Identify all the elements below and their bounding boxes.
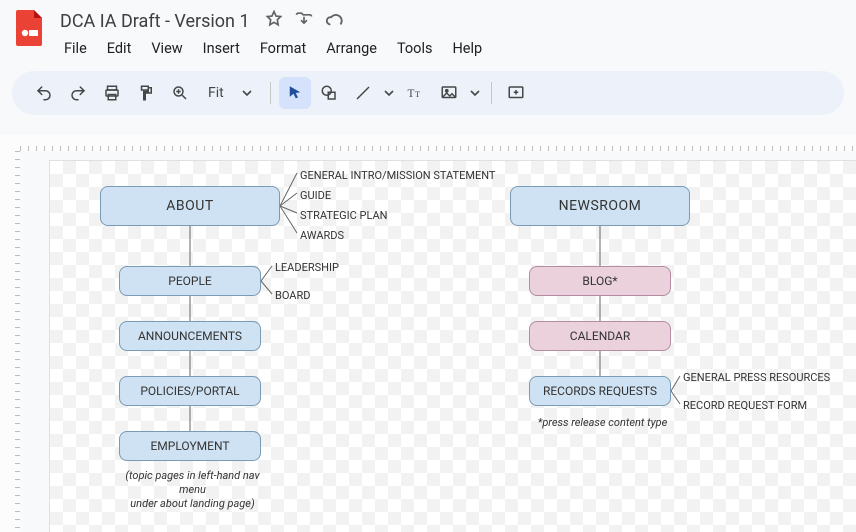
shape-tool-button[interactable]: [313, 77, 345, 109]
horizontal-ruler[interactable]: [20, 135, 856, 151]
diagram-node-records[interactable]: RECORDS REQUESTS: [529, 376, 671, 406]
diagram-node-about[interactable]: ABOUT: [100, 186, 280, 226]
diagram-callout[interactable]: LEADERSHIP: [275, 261, 339, 274]
menu-format[interactable]: Format: [252, 36, 314, 61]
redo-button[interactable]: [62, 77, 94, 109]
diagram-callout[interactable]: BOARD: [275, 289, 310, 302]
menu-insert[interactable]: Insert: [195, 36, 248, 61]
diagram-node-blog[interactable]: BLOG*: [529, 266, 671, 296]
line-tool-button[interactable]: [347, 77, 379, 109]
diagram-node-news[interactable]: NEWSROOM: [510, 186, 690, 226]
image-tool-button[interactable]: [433, 77, 465, 109]
move-icon[interactable]: [294, 9, 314, 33]
paint-format-button[interactable]: [130, 77, 162, 109]
ruler-corner: [0, 135, 20, 151]
toolbar: Fit TT: [12, 71, 844, 115]
canvas-area: ABOUT PEOPLE ANNOUNCEMENTS POLICIES/PORTAL E…: [0, 135, 856, 532]
diagram-callout[interactable]: GENERAL PRESS RESOURCES: [683, 371, 830, 384]
svg-text:T: T: [415, 90, 420, 99]
menu-arrange[interactable]: Arrange: [318, 36, 385, 61]
menu-view[interactable]: View: [143, 36, 190, 61]
menu-help[interactable]: Help: [444, 36, 490, 61]
diagram-node-policies[interactable]: POLICIES/PORTAL: [119, 376, 261, 406]
diagram-node-announce[interactable]: ANNOUNCEMENTS: [119, 321, 261, 351]
diagram-callout[interactable]: AWARDS: [300, 229, 344, 242]
diagram-callout[interactable]: GUIDE: [300, 189, 331, 202]
diagram-note[interactable]: (topic pages in left-hand nav menuunder …: [120, 469, 265, 510]
diagram-callout[interactable]: STRATEGIC PLAN: [300, 209, 388, 222]
diagram-note[interactable]: *press release content type: [530, 416, 675, 430]
svg-text:T: T: [407, 88, 414, 100]
zoom-label: Fit: [208, 85, 224, 101]
document-title[interactable]: DCA IA Draft - Version 1: [56, 9, 254, 34]
toolbar-separator: [491, 82, 492, 104]
zoom-select[interactable]: Fit: [198, 77, 262, 109]
comment-button[interactable]: [500, 77, 532, 109]
cloud-status-icon[interactable]: [324, 8, 346, 34]
diagram-layer: ABOUT PEOPLE ANNOUNCEMENTS POLICIES/PORTAL E…: [50, 161, 856, 532]
chevron-down-icon: [242, 88, 252, 98]
text-tool-button[interactable]: TT: [399, 77, 431, 109]
print-button[interactable]: [96, 77, 128, 109]
undo-button[interactable]: [28, 77, 60, 109]
canvas-background[interactable]: ABOUT PEOPLE ANNOUNCEMENTS POLICIES/PORTAL E…: [20, 151, 856, 532]
diagram-callout[interactable]: RECORD REQUEST FORM: [683, 399, 807, 412]
menu-file[interactable]: File: [56, 36, 95, 61]
app-header: DCA IA Draft - Version 1 File Edit View …: [0, 0, 856, 61]
vertical-ruler[interactable]: [0, 151, 20, 532]
app-logo-icon: [12, 8, 48, 48]
image-tool-dropdown[interactable]: [467, 77, 483, 109]
select-tool-button[interactable]: [279, 77, 311, 109]
line-tool-dropdown[interactable]: [381, 77, 397, 109]
menu-bar: File Edit View Insert Format Arrange Too…: [56, 36, 490, 61]
diagram-node-calendar[interactable]: CALENDAR: [529, 321, 671, 351]
menu-edit[interactable]: Edit: [99, 36, 140, 61]
diagram-node-people[interactable]: PEOPLE: [119, 266, 261, 296]
toolbar-separator: [270, 82, 271, 104]
star-icon[interactable]: [264, 9, 284, 33]
zoom-icon[interactable]: [164, 77, 196, 109]
diagram-node-employ[interactable]: EMPLOYMENT: [119, 431, 261, 461]
menu-tools[interactable]: Tools: [389, 36, 441, 61]
diagram-callout[interactable]: GENERAL INTRO/MISSION STATEMENT: [300, 169, 495, 182]
